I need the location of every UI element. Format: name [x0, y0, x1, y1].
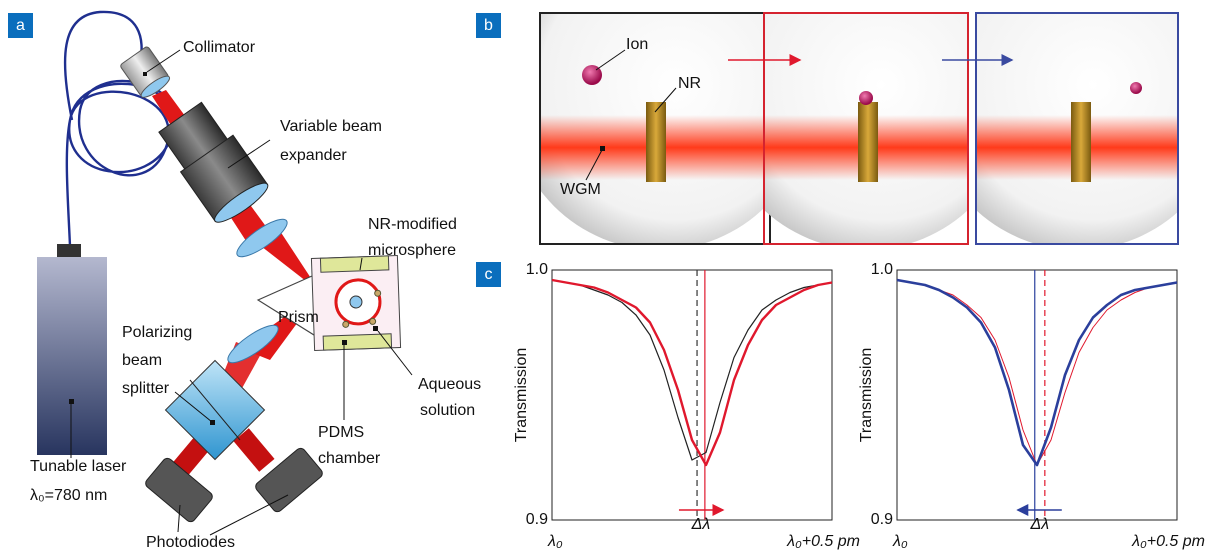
pointer-line	[595, 49, 626, 71]
panel-label: c	[476, 262, 501, 287]
label: λ₀=780 nm	[30, 487, 107, 504]
laser-connector	[57, 244, 81, 258]
ion-sequence: Ion NR WGM	[539, 12, 1179, 245]
pointer-line	[585, 149, 603, 181]
panel-letter: a	[16, 17, 25, 34]
pointer-line	[146, 49, 181, 73]
collimator	[120, 46, 171, 98]
label: NR-modified	[368, 216, 457, 233]
laser	[37, 257, 107, 455]
x-tick-label: λ₀	[547, 533, 563, 550]
x-tick-label: λ₀	[892, 533, 908, 550]
series-line	[896, 279, 1178, 466]
frame-border	[763, 12, 969, 245]
label: Aqueous	[418, 376, 481, 393]
series-line	[896, 278, 1178, 467]
y-tick-label: 1.0	[871, 261, 893, 278]
pointer-dot	[342, 340, 347, 345]
panel-label: a	[8, 13, 33, 38]
shift-label: Δλ	[691, 516, 711, 533]
plot-frame	[551, 269, 833, 521]
label: expander	[280, 147, 347, 164]
pointer-line	[359, 257, 363, 271]
x-tick-label: λ₀+0.5 pm	[786, 533, 860, 550]
pointer-dot	[143, 72, 147, 76]
photodiode	[255, 447, 323, 513]
label: Ion	[626, 36, 648, 53]
pointer-line	[174, 391, 213, 423]
pdms-chamber	[310, 255, 402, 351]
label: solution	[420, 402, 475, 419]
pointer-line	[377, 330, 413, 376]
y-axis-label: Transmission	[858, 348, 875, 443]
plot-frame	[896, 269, 1178, 521]
label: Variable beam	[280, 118, 382, 135]
splitter-face	[189, 379, 241, 441]
pointer-dot	[210, 420, 215, 425]
label: Polarizing	[122, 324, 192, 341]
pointer-line	[209, 494, 289, 536]
label: splitter	[122, 380, 170, 397]
laser-beam	[233, 428, 275, 472]
label: Tunable laser	[30, 458, 127, 475]
x-tick-label: λ₀+0.5 pm	[1131, 533, 1205, 550]
pointer-line	[177, 504, 181, 533]
y-axis-label: Transmission	[513, 348, 530, 443]
y-tick-label: 0.9	[526, 511, 548, 528]
frame-border	[975, 12, 1179, 245]
frame	[976, 13, 1178, 244]
label: chamber	[318, 450, 381, 467]
pointer-line	[654, 87, 677, 113]
label: beam	[122, 352, 162, 369]
series-line	[551, 279, 833, 461]
photodiode	[145, 457, 213, 523]
label: microsphere	[368, 242, 456, 259]
shift-label: Δλ	[1029, 516, 1049, 533]
charts: 0.9 1.0 λ₀ λ₀+0.5 pm Transmission Δλ 0.9 1.0 λ₀ λ…	[513, 261, 1205, 550]
series-line	[551, 278, 833, 467]
panel-letter: b	[484, 17, 493, 34]
pointer-dot	[600, 146, 605, 151]
optical-fiber	[63, 10, 178, 247]
label: Prism	[278, 309, 319, 326]
frame	[540, 13, 770, 244]
label: Collimator	[183, 39, 256, 56]
pointer-dot	[373, 326, 378, 331]
pointer-line	[227, 139, 271, 169]
label: PDMS	[318, 424, 364, 441]
lens	[227, 324, 279, 364]
frame	[764, 13, 968, 244]
panel-label: b	[476, 13, 501, 38]
setup-diagram: Collimator Variable beam expander NR-mod…	[30, 10, 481, 551]
pointer-dot	[69, 399, 74, 404]
label: Photodiodes	[146, 534, 235, 551]
panel-letter: c	[485, 266, 493, 283]
label: WGM	[560, 181, 601, 198]
y-tick-label: 0.9	[871, 511, 893, 528]
y-tick-label: 1.0	[526, 261, 548, 278]
lens	[236, 218, 288, 258]
label: NR	[678, 75, 701, 92]
